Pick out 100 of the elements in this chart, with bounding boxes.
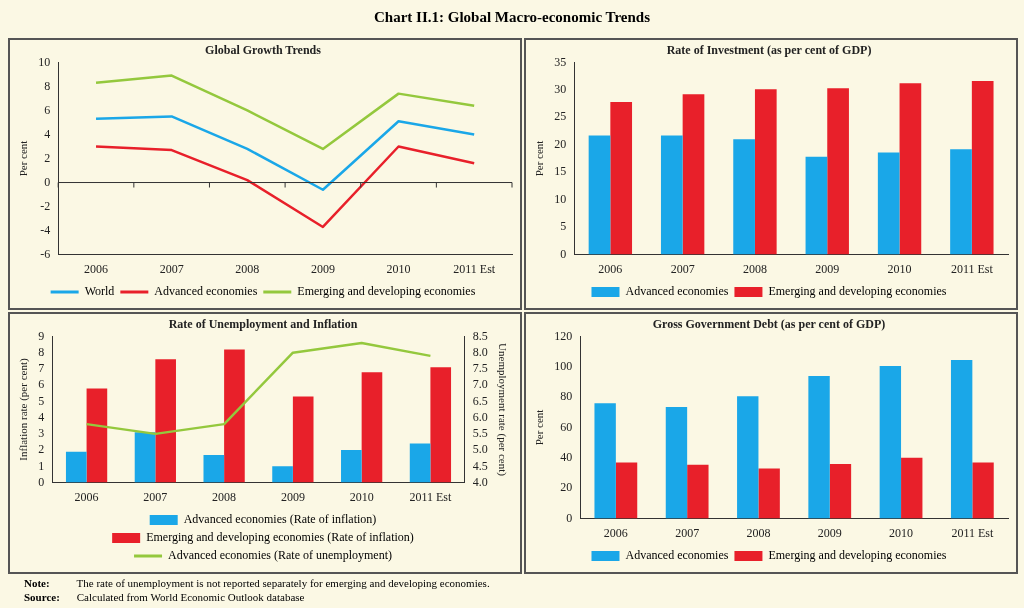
bar (660, 135, 683, 255)
y-tick-label: 8 (44, 78, 51, 93)
text: Source: Calculated from World Economic Outlook database (24, 591, 305, 603)
bar (901, 457, 923, 519)
x-tick-label: 2007 (670, 261, 695, 276)
bar (972, 462, 994, 519)
y2-tick-label: 5.5 (472, 426, 488, 441)
bar (341, 450, 362, 483)
bar (610, 101, 633, 255)
y-tick-label: 6 (44, 102, 51, 117)
y-tick-label: 6 (38, 377, 45, 392)
y-tick-label: 9 (38, 328, 45, 343)
y2-tick-label: 6.5 (472, 393, 488, 408)
x-tick-label: 2008 (212, 489, 237, 504)
bar (665, 407, 688, 519)
text: Note: The rate of unemployment is not reported separately for emerging and developing economies. (24, 577, 490, 589)
legend-label: Emerging and developing economies (768, 284, 947, 299)
y-tick-label: 8 (38, 344, 45, 359)
legend-label: Advanced economies (Rate of unemployment) (168, 548, 392, 563)
y-tick-label: 40 (560, 450, 573, 465)
legend-label: Emerging and developing economies (Rate of inflation) (146, 530, 414, 545)
legend-label: Advanced economies (625, 548, 729, 563)
text: Chart II.1: Global Macro-economic Trends (373, 8, 651, 27)
y2-tick-label: 4.0 (472, 474, 488, 489)
y-tick-label: 5 (38, 393, 45, 408)
y-tick-label: 0 (44, 174, 51, 189)
x-tick-label: 2008 (742, 261, 767, 276)
legend-label: World (84, 284, 115, 299)
y-tick-label: 10 (554, 191, 567, 206)
y-axis-title: Per cent (17, 140, 30, 177)
x-tick-label: 2011 Est (951, 525, 994, 540)
bar (950, 149, 972, 255)
y2-tick-label: 7.5 (472, 361, 488, 376)
x-tick-label: 2006 (74, 489, 99, 504)
bar (203, 454, 225, 483)
x-tick-label: 2009 (310, 261, 335, 276)
y-axis-title: Inflation rate (per cent) (17, 358, 31, 461)
bar (805, 156, 828, 255)
bar (758, 468, 780, 519)
x-tick-label: 2006 (603, 525, 628, 540)
x-tick-label: 2008 (235, 261, 260, 276)
y2-tick-label: 6.0 (472, 409, 488, 424)
bar (682, 94, 705, 255)
bar (899, 83, 922, 255)
bar (687, 464, 709, 519)
y-tick-label: 10 (38, 54, 51, 69)
y2-tick-label: 4.5 (472, 458, 488, 473)
x-tick-label: 2011 Est (453, 261, 496, 276)
y-tick-label: 15 (554, 164, 567, 179)
bar (430, 367, 452, 483)
x-tick-label: 2010 (889, 525, 914, 540)
y-tick-label: 4 (44, 126, 51, 141)
chart-title: Rate of Investment (as per cent of GDP) (666, 43, 872, 58)
y-tick-label: 100 (554, 358, 573, 373)
bar (409, 443, 431, 483)
bar (361, 372, 383, 483)
bar (737, 396, 759, 519)
legend-label: Emerging and developing economies (297, 284, 476, 299)
bar (808, 375, 830, 519)
y-tick-label: 25 (554, 109, 567, 124)
y-tick-label: 1 (38, 458, 45, 473)
legend-label: Advanced economies (625, 284, 729, 299)
bar (754, 89, 777, 255)
y-tick-label: 30 (554, 82, 567, 97)
x-tick-label: 2011 Est (409, 489, 453, 504)
y-tick-label: 20 (560, 480, 573, 495)
bar (588, 135, 611, 255)
chart-title: Global Growth Trends (205, 43, 322, 58)
y-tick-label: 0 (560, 246, 567, 261)
y-tick-label: 120 (554, 328, 573, 343)
y-tick-label: 2 (44, 150, 51, 165)
x-tick-label: 2006 (598, 261, 623, 276)
bar (292, 396, 314, 483)
y-tick-label: 5 (560, 219, 567, 234)
y-tick-label: 0 (38, 474, 45, 489)
y-axis-title: Per cent (533, 140, 546, 177)
bar (155, 359, 176, 483)
bar (594, 403, 616, 519)
bar (272, 466, 293, 483)
bar (615, 462, 638, 519)
x-tick-label: 2007 (159, 261, 184, 276)
x-tick-label: 2009 (817, 525, 842, 540)
y-tick-label: 20 (554, 136, 567, 151)
x-tick-label: 2006 (84, 261, 109, 276)
legend-label: Emerging and developing economies (768, 548, 947, 563)
y-axis-title: Per cent (533, 409, 546, 446)
y-tick-label: -2 (40, 198, 51, 213)
x-tick-label: 2011 Est (950, 261, 994, 276)
y2-tick-label: 7.0 (472, 377, 488, 392)
bar (134, 432, 156, 483)
bar (829, 463, 852, 519)
y-tick-label: 2 (38, 442, 45, 457)
x-tick-label: 2008 (746, 525, 771, 540)
bar (971, 81, 994, 255)
bar (879, 366, 902, 519)
legend-label: Advanced economies (154, 284, 258, 299)
x-tick-label: 2009 (280, 489, 305, 504)
y-tick-label: 60 (560, 419, 573, 434)
bar (733, 139, 755, 255)
bar (950, 359, 973, 519)
